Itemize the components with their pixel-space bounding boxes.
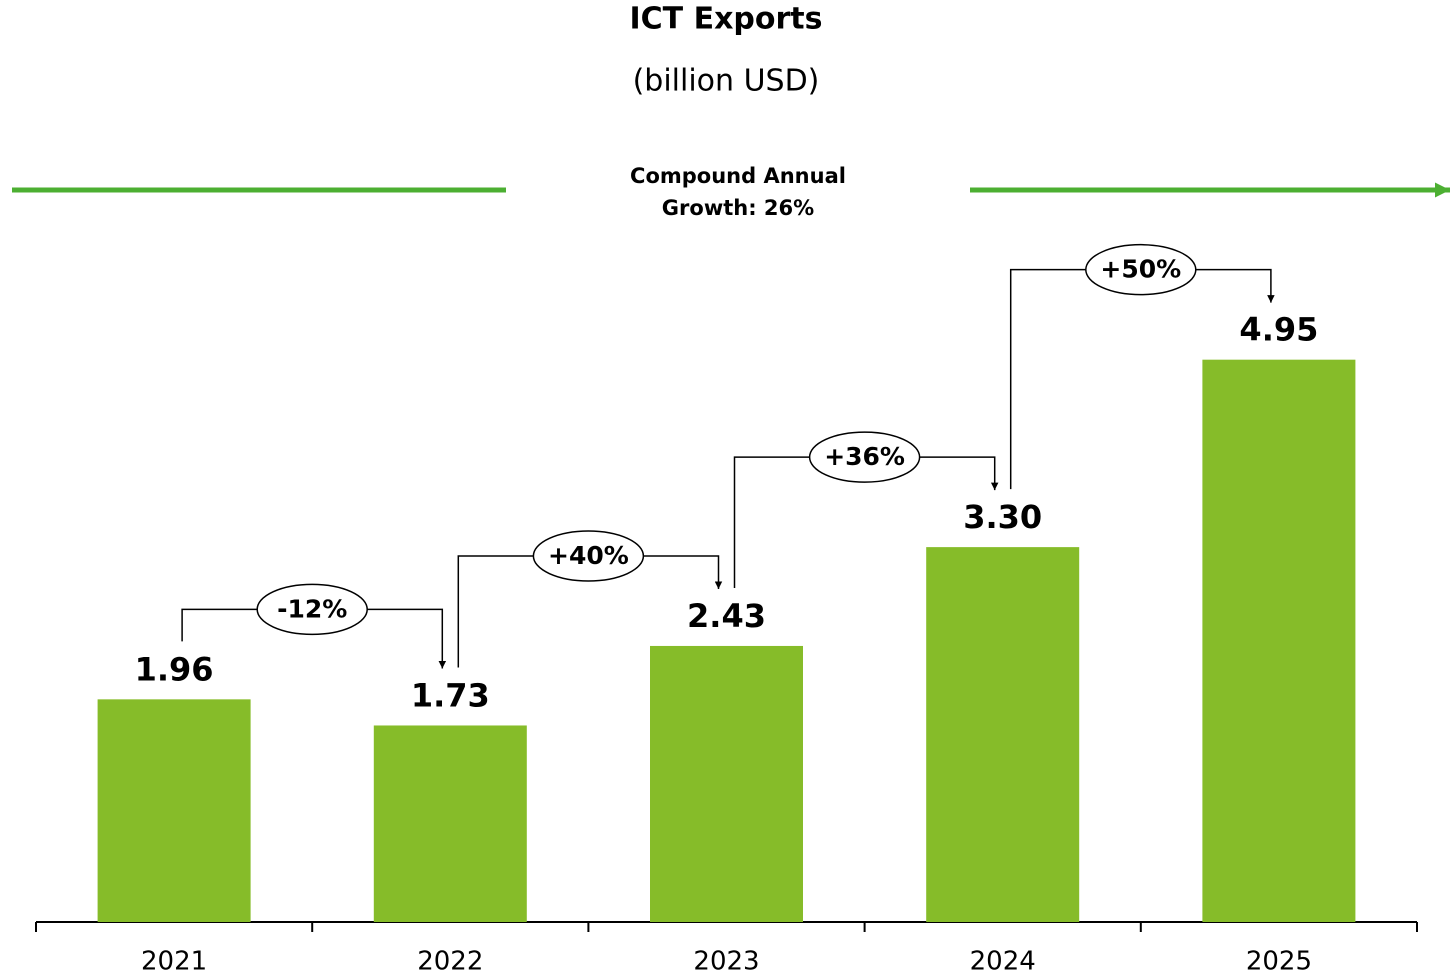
change-bubble [256, 583, 368, 636]
change-label: +50% [1100, 255, 1181, 284]
change-bubble [532, 530, 645, 582]
bar [650, 645, 803, 922]
bar [926, 547, 1080, 922]
cagr-annotation: Compound Annual Growth: 26% [630, 164, 846, 220]
value-label: 4.95 [1239, 311, 1318, 349]
bar [1202, 359, 1356, 922]
value-label: 3.30 [963, 498, 1042, 536]
x-tick-label: 2022 [417, 947, 483, 977]
value-label: 2.43 [687, 597, 766, 635]
change-label: -12% [277, 594, 347, 623]
change-bubble [1085, 243, 1197, 296]
chart-subtitle: (billion USD) [633, 64, 820, 99]
chart-title: ICT Exports [629, 2, 822, 37]
bar [373, 725, 527, 922]
change-label: +40% [548, 541, 629, 570]
bar [97, 699, 251, 922]
x-tick-label: 2023 [693, 947, 759, 977]
x-tick-label: 2021 [141, 947, 207, 977]
value-label: 1.73 [411, 676, 490, 714]
value-label: 1.96 [135, 650, 214, 688]
x-tick-label: 2024 [970, 947, 1036, 977]
change-bubble [808, 431, 921, 483]
x-tick-label: 2025 [1246, 947, 1312, 977]
change-label: +36% [824, 442, 905, 471]
